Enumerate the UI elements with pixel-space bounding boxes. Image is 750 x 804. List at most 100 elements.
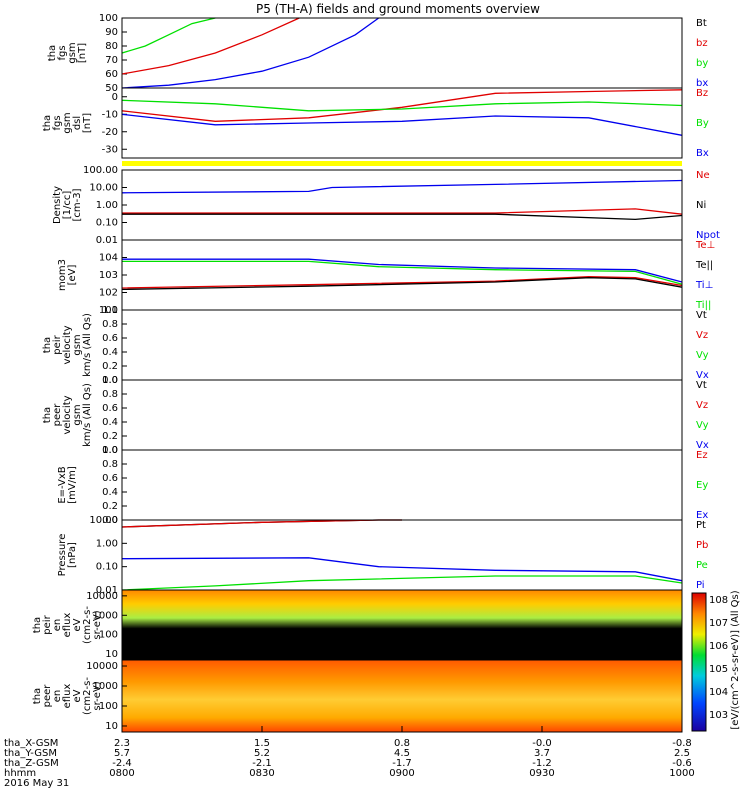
ytick-label: 102	[99, 288, 118, 299]
panel-frame	[121, 309, 683, 381]
legend-Vt: Vt	[696, 310, 707, 321]
legend-Bx: Bx	[696, 148, 709, 159]
chart-title: P5 (TH-A) fields and ground moments over…	[256, 2, 540, 16]
xaxis-value: -1.2	[532, 758, 552, 769]
xaxis-value: 0930	[529, 768, 554, 779]
ytick-label: -10	[102, 109, 118, 120]
ylabel-line: en	[52, 690, 63, 703]
ytick-label: 0	[112, 92, 118, 103]
ylabel-line: [1/cc]	[62, 191, 73, 220]
ylabel-line: gsm	[72, 404, 83, 425]
legend-Vx: Vx	[696, 370, 709, 381]
series-Ne	[122, 208, 683, 215]
legend-Ex: Ex	[696, 510, 708, 521]
ytick-label: 1.0	[102, 445, 118, 456]
ytick-label: 10.00	[89, 515, 118, 526]
ylabel-line: eV	[72, 689, 83, 702]
legend-Pb: Pb	[696, 540, 708, 551]
ytick-label: 101	[99, 305, 118, 316]
ytick-label: 100	[99, 701, 118, 712]
ylabel-line: eflux	[62, 684, 73, 709]
ytick-label: 0.10	[96, 562, 118, 573]
ytick-label: -20	[102, 127, 118, 138]
ytick-label: 0.6	[102, 333, 118, 344]
ytick-label: 0.4	[102, 417, 118, 428]
ylabel-line: eV	[72, 618, 83, 631]
panel-frame	[121, 449, 683, 521]
ylabel-line: en	[52, 619, 63, 632]
series-Ni	[122, 213, 683, 221]
series-Bz	[121, 89, 683, 122]
colorbar-bar	[691, 592, 707, 732]
legend-Ni: Ni	[696, 200, 706, 211]
ylabel-line: (cm2-s-	[82, 606, 93, 644]
panel-2: -30 -20 -10 0 tha fgs gsm dsl [nT] Bz By Bx	[42, 87, 709, 159]
ylabel-line: km/s (All Qs)	[82, 313, 93, 377]
ytick-label: 1.0	[102, 305, 118, 316]
ylabel-line: [nT]	[77, 43, 88, 63]
ylabel-line: E=-VxB	[57, 466, 68, 503]
ylabel-line: tha	[42, 115, 53, 131]
ytick-label: 0.8	[102, 459, 118, 470]
ytick-label: 90	[105, 27, 118, 38]
ylabel-line: gsm	[67, 42, 78, 63]
series-Npot	[121, 179, 683, 194]
colorbar-tick: 105	[709, 664, 728, 675]
ytick-label: 100.00	[83, 165, 118, 176]
ylabel-line: [cm-3]	[72, 188, 83, 221]
series-bz	[121, 17, 300, 75]
legend-Ey: Ey	[696, 480, 708, 491]
ytick-label: 0.4	[102, 347, 118, 358]
panel-frame	[121, 379, 683, 451]
xaxis-value: 0.8	[394, 738, 410, 749]
legend-Vt: Vt	[696, 380, 707, 391]
legend-Ti⊥: Ti⊥	[695, 280, 713, 291]
legend-Pt: Pt	[696, 520, 706, 531]
ytick-label: 10	[105, 721, 118, 732]
series-Pi	[121, 557, 683, 582]
ytick-label: 0.2	[102, 501, 118, 512]
ylabel-line: tha	[32, 617, 43, 633]
xaxis-value: 5.2	[254, 748, 270, 759]
panel-5: 0.0 0.2 0.4 0.6 0.8 1.0 tha peir velocity gsm km/s…	[42, 305, 709, 386]
xaxis-value: -2.1	[252, 758, 272, 769]
ytick-label: 60	[105, 69, 118, 80]
xaxis-row-label: tha_X-GSM	[4, 738, 58, 749]
xaxis-row-label: tha_Y-GSM	[4, 748, 57, 759]
legend-Te⊥: Te⊥	[695, 240, 715, 251]
ytick-label: 50	[105, 83, 118, 94]
xaxis-value: 3.7	[534, 748, 550, 759]
legend-bx: bx	[696, 78, 708, 89]
ytick-label: 10000	[86, 661, 118, 672]
ytick-label: 0.2	[102, 431, 118, 442]
panel-frame	[121, 17, 683, 89]
legend-Te||: Te||	[695, 260, 713, 271]
ylabel-line: [nPa]	[67, 542, 78, 568]
ylabel-line: [nT]	[82, 113, 93, 133]
spectrogram	[122, 590, 682, 660]
legend-Pi: Pi	[696, 580, 705, 591]
colorbar: 108 107 106 105 104 103 [eV/(cm^2-s-sr-eV)] (A…	[691, 590, 741, 732]
colorbar-tick: 104	[709, 687, 728, 698]
panel-10: 10 100 1000 10000 tha peer en eflux eV (cm2-s-sr-…	[32, 659, 683, 733]
panel-frame	[121, 519, 683, 591]
panel-1: 50 60 70 80 90 100 tha fgs gsm [nT] Bt bz by bx	[47, 13, 708, 94]
ytick-label: 104	[99, 253, 118, 264]
series-Pe	[121, 575, 683, 591]
ytick-label: 0.8	[102, 389, 118, 400]
panel-4: 101 102 103 104 mom3 [eV] Te⊥ Te|| Ti⊥ Ti||	[57, 239, 715, 316]
ylabel-line: gsm	[62, 112, 73, 133]
series-Ti||	[122, 260, 683, 285]
ylabel-line: (cm2-s-	[82, 677, 93, 715]
spectrogram	[122, 660, 682, 732]
xaxis-value: 0900	[389, 768, 414, 779]
ytick-label: 0.2	[102, 361, 118, 372]
ylabel-line: Density	[52, 186, 63, 224]
ytick-label: 10000	[86, 591, 118, 602]
panel-6: 0.0 0.2 0.4 0.6 0.8 1.0 tha peer velocity gsm km/s…	[42, 375, 709, 456]
colorbar-label: [eV/(cm^2-s-sr-eV)] (All Qs)	[730, 590, 741, 729]
ytick-label: 0.0	[102, 445, 118, 456]
ylabel-line: sr-eV)	[92, 610, 103, 639]
ylabel-line: mom3	[57, 259, 68, 291]
